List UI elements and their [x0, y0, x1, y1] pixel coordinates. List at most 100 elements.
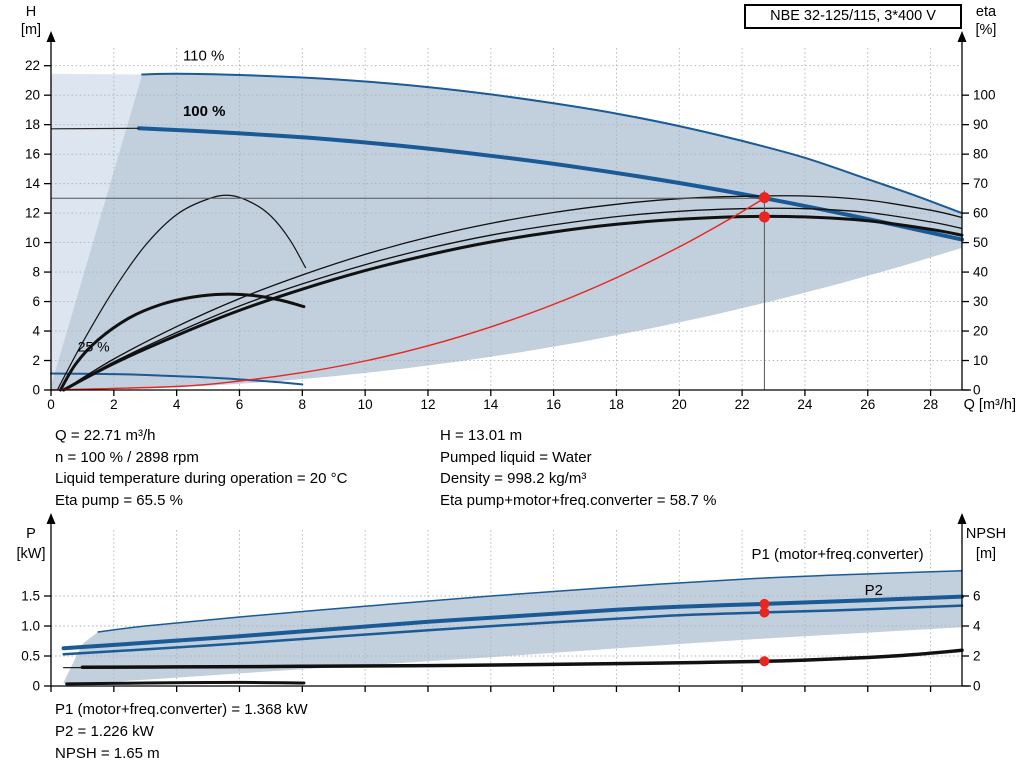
- svg-text:12: 12: [25, 206, 40, 221]
- result-lines: P1 (motor+freq.converter) = 1.368 kW P2 …: [55, 699, 308, 765]
- svg-text:1.5: 1.5: [21, 589, 40, 604]
- q-axis-label: Q [m³/h]: [964, 397, 1016, 413]
- label-110pct: 110 %: [183, 48, 224, 65]
- svg-text:10: 10: [25, 235, 40, 250]
- npsh-axis-label: NPSH: [966, 526, 1006, 542]
- svg-text:0: 0: [32, 383, 40, 398]
- hq-chart: 0246810121416182022010203040506070809010…: [21, 4, 1016, 413]
- gridlines: [51, 530, 962, 686]
- svg-text:20: 20: [672, 397, 687, 412]
- eta-axis-unit: [%]: [976, 22, 997, 38]
- npsh-25-curve: [63, 666, 303, 669]
- p1-curve: [61, 594, 964, 651]
- svg-text:2: 2: [32, 353, 40, 368]
- svg-text:22: 22: [25, 58, 40, 73]
- svg-text:0.5: 0.5: [21, 649, 40, 664]
- speed-110-curve: [141, 72, 963, 215]
- h-axis-unit: [m]: [21, 22, 41, 38]
- tick-labels: 0246810121416182022010203040506070809010…: [25, 58, 996, 412]
- svg-text:80: 80: [973, 147, 988, 162]
- power-envelope: [63, 570, 963, 684]
- svg-text:18: 18: [609, 397, 624, 412]
- npsh-axis-unit: [m]: [976, 546, 996, 562]
- svg-text:24: 24: [797, 397, 813, 412]
- axis-arrow-icon: [957, 31, 967, 42]
- svg-text:22: 22: [735, 397, 750, 412]
- result-line-p1: P1 (motor+freq.converter) = 1.368 kW: [55, 701, 308, 718]
- svg-text:90: 90: [973, 117, 988, 132]
- result-line-p2: P2 = 1.226 kW: [55, 723, 154, 740]
- info-line-eta-pump: Eta pump = 65.5 %: [55, 491, 183, 509]
- eta-axis-label: eta: [976, 4, 997, 20]
- gridlines: [51, 48, 962, 390]
- label-p1: P1 (motor+freq.converter): [752, 546, 924, 563]
- axis-arrow-icon: [46, 31, 56, 42]
- svg-text:10: 10: [358, 397, 373, 412]
- speed-100-flat-segment: [50, 127, 140, 130]
- duty-point-eta: [758, 211, 770, 223]
- svg-text:2: 2: [110, 397, 118, 412]
- control-curve: [50, 197, 766, 391]
- svg-text:20: 20: [25, 88, 40, 103]
- svg-text:20: 20: [973, 324, 988, 339]
- svg-text:18: 18: [25, 117, 40, 132]
- speed-25-curve: [50, 372, 304, 386]
- eta-pump-motor-curve: [62, 207, 963, 391]
- hq-plot-layer: 0246810121416182022010203040506070809010…: [25, 31, 996, 412]
- label-100pct: 100 %: [183, 103, 226, 120]
- svg-text:0: 0: [47, 397, 55, 412]
- svg-text:8: 8: [299, 397, 307, 412]
- duty-point-npsh: [759, 656, 770, 667]
- p-axis-unit: [kW]: [17, 546, 46, 562]
- p2-25-curve: [65, 680, 306, 686]
- info-line-speed: n = 100 % / 2898 rpm: [55, 448, 199, 466]
- axes: [44, 41, 971, 396]
- svg-text:30: 30: [973, 294, 988, 309]
- svg-text:10: 10: [973, 353, 988, 368]
- svg-text:6: 6: [236, 397, 244, 412]
- axes: [44, 523, 971, 692]
- p2-curve: [62, 604, 964, 656]
- svg-text:100: 100: [973, 88, 996, 103]
- axis-arrow-icon: [957, 513, 967, 524]
- svg-text:12: 12: [420, 397, 435, 412]
- info-line-flow: Q = 22.71 m³/h: [55, 427, 156, 444]
- info-line-eta-total: Eta pump+motor+freq.converter = 58.7 %: [440, 491, 717, 509]
- svg-text:50: 50: [973, 235, 988, 250]
- svg-text:70: 70: [973, 176, 988, 191]
- svg-text:4: 4: [32, 324, 40, 339]
- svg-text:28: 28: [923, 397, 938, 412]
- svg-text:1.0: 1.0: [21, 619, 40, 634]
- svg-text:14: 14: [25, 176, 41, 191]
- eta-25-pump-curve: [56, 194, 307, 391]
- svg-text:8: 8: [32, 265, 40, 280]
- svg-text:0: 0: [973, 383, 981, 398]
- eta-pump-curve: [62, 195, 963, 391]
- power-npsh-chart: 0 0.5 1.0 1.5 0 2 4 6 P1 (motor+freq.converter) P…: [17, 513, 1006, 694]
- duty-info-left-column: Q = 22.71 m³/h n = 100 % / 2898 rpm Liqu…: [55, 425, 347, 511]
- svg-text:26: 26: [860, 397, 875, 412]
- axis-arrow-icon: [46, 513, 56, 524]
- tick-labels: 0 0.5 1.0 1.5 0 2 4 6: [21, 589, 981, 694]
- p-axis-label: P: [26, 526, 36, 542]
- duty-info-right-column: H = 13.01 m Pumped liquid = Water Densit…: [440, 425, 716, 511]
- h-axis-label: H: [26, 4, 36, 20]
- svg-text:16: 16: [25, 147, 40, 162]
- p1-110-curve: [97, 570, 963, 633]
- svg-text:0: 0: [973, 679, 981, 694]
- eta-25-total-curve: [58, 292, 306, 392]
- eta-total-curve: [62, 214, 964, 392]
- pump-title-box: NBE 32-125/115, 3*400 V: [744, 4, 962, 29]
- svg-text:2: 2: [973, 649, 981, 664]
- svg-text:0: 0: [32, 679, 40, 694]
- duty-point-p2: [759, 607, 770, 618]
- info-line-liquid: Pumped liquid = Water: [440, 448, 592, 466]
- svg-text:60: 60: [973, 206, 988, 221]
- svg-text:14: 14: [483, 397, 499, 412]
- label-p2: P2: [865, 582, 883, 599]
- svg-text:4: 4: [973, 619, 981, 634]
- label-25pct: 25 %: [78, 339, 110, 355]
- info-line-density: Density = 998.2 kg/m³: [440, 470, 587, 487]
- pn-plot-layer: 0 0.5 1.0 1.5 0 2 4 6 P1 (motor+freq.converter) P…: [21, 513, 981, 694]
